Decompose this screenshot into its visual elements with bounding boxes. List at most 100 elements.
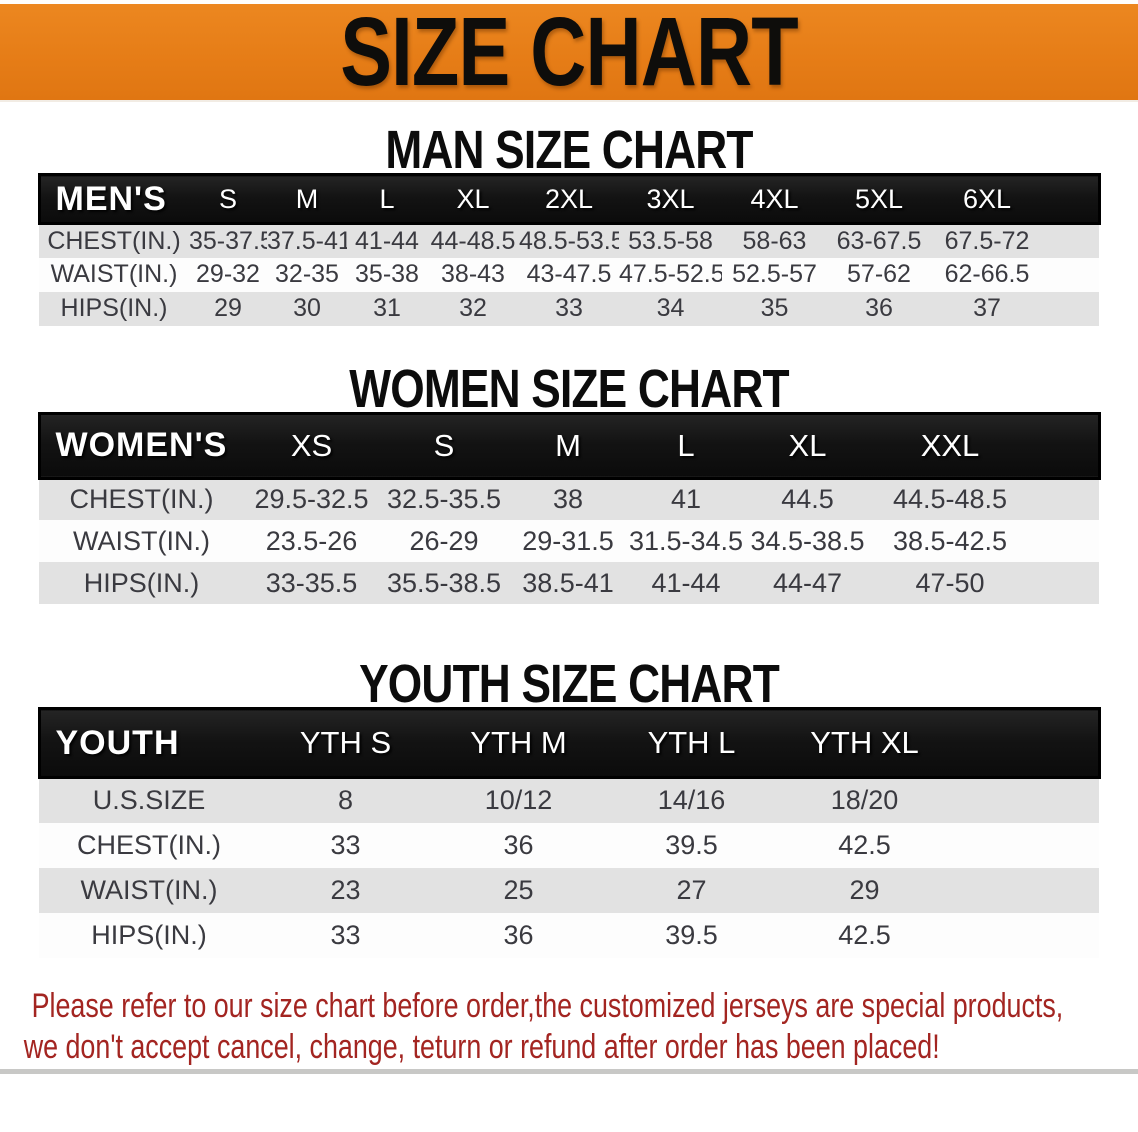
size-cell: 39.5 — [605, 822, 778, 868]
column-header: 2XL — [519, 173, 619, 225]
cell-spacer — [1043, 257, 1099, 292]
size-cell: 31 — [347, 291, 427, 326]
cell-spacer — [1030, 520, 1099, 562]
column-header: M — [509, 411, 627, 480]
size-cell: 32.5-35.5 — [379, 477, 509, 520]
column-header: YTH M — [432, 707, 605, 779]
size-cell: 33-35.5 — [244, 562, 379, 604]
size-cell: 58-63 — [722, 222, 827, 258]
size-cell: 14/16 — [605, 776, 778, 823]
size-chart-image: SIZE CHART MAN SIZE CHART MEN'S S M L XL 2XL 3… — [0, 0, 1138, 1074]
table-row: CHEST(IN.) 35-37.5 37.5-41 41-44 44-48.5 48.5… — [39, 222, 1099, 258]
table-row: U.S.SIZE 8 10/12 14/16 18/20 — [39, 776, 1099, 823]
size-cell: 47-50 — [870, 562, 1030, 604]
cell-spacer — [951, 867, 1099, 913]
size-cell: 42.5 — [778, 912, 951, 958]
size-cell: 39.5 — [605, 912, 778, 958]
row-label: U.S.SIZE — [39, 776, 259, 823]
size-cell: 52.5-57 — [722, 257, 827, 292]
size-cell: 41-44 — [627, 562, 745, 604]
table-header-label: MEN'S — [37, 173, 189, 225]
size-cell: 44.5 — [745, 477, 870, 520]
column-header: 3XL — [619, 173, 722, 225]
women-size-table: WOMEN'S XS S M L XL XXL CHEST(IN.) 29.5-32.5 32.5… — [37, 411, 1101, 604]
size-cell: 35.5-38.5 — [379, 562, 509, 604]
row-label: WAIST(IN.) — [39, 867, 259, 913]
cell-spacer — [1030, 562, 1099, 604]
column-header: XL — [745, 411, 870, 480]
disclaimer-line: Please refer to our size chart before or… — [31, 986, 1064, 1025]
table-row: WAIST(IN.) 29-32 32-35 35-38 38-43 43-47.5 47.… — [39, 257, 1099, 292]
row-label: WAIST(IN.) — [39, 520, 244, 562]
column-header: YTH S — [259, 707, 432, 779]
size-cell: 35-38 — [347, 257, 427, 292]
size-cell: 23 — [259, 867, 432, 913]
table-row: HIPS(IN.) 33-35.5 35.5-38.5 38.5-41 41-44 44-… — [39, 562, 1099, 604]
cell-spacer — [1030, 477, 1099, 520]
size-cell: 26-29 — [379, 520, 509, 562]
size-cell: 41 — [627, 477, 745, 520]
cell-spacer — [1043, 222, 1099, 258]
row-label: HIPS(IN.) — [39, 912, 259, 958]
size-cell: 18/20 — [778, 776, 951, 823]
size-cell: 29 — [778, 867, 951, 913]
column-header: 6XL — [931, 173, 1043, 225]
disclaimer-line: we don't accept cancel, change, teturn o… — [23, 1027, 940, 1066]
size-cell: 57-62 — [827, 257, 931, 292]
table-row: HIPS(IN.) 33 36 39.5 42.5 — [39, 912, 1099, 958]
size-cell: 44.5-48.5 — [870, 477, 1030, 520]
table-header-row: MEN'S S M L XL 2XL 3XL 4XL 5XL 6XL — [37, 173, 1101, 225]
size-cell: 36 — [432, 912, 605, 958]
table-row: HIPS(IN.) 29 30 31 32 33 34 35 36 37 — [39, 291, 1099, 326]
header-spacer — [951, 707, 1101, 779]
size-cell: 37.5-41 — [267, 222, 347, 258]
cell-spacer — [1043, 291, 1099, 326]
header-spacer — [1043, 173, 1101, 225]
row-label: CHEST(IN.) — [39, 222, 189, 258]
header-spacer — [1030, 411, 1101, 480]
size-cell: 34.5-38.5 — [745, 520, 870, 562]
table-header-label: WOMEN'S — [37, 411, 244, 480]
size-cell: 32 — [427, 291, 519, 326]
size-cell: 38-43 — [427, 257, 519, 292]
size-cell: 35 — [722, 291, 827, 326]
table-header-row: WOMEN'S XS S M L XL XXL — [37, 411, 1101, 480]
size-cell: 8 — [259, 776, 432, 823]
table-header-row: YOUTH YTH S YTH M YTH L YTH XL — [37, 707, 1101, 779]
table-row: WAIST(IN.) 23.5-26 26-29 29-31.5 31.5-34.5 34… — [39, 520, 1099, 562]
row-label: HIPS(IN.) — [39, 562, 244, 604]
size-cell: 44-47 — [745, 562, 870, 604]
size-cell: 29 — [189, 291, 267, 326]
size-cell: 41-44 — [347, 222, 427, 258]
size-cell: 32-35 — [267, 257, 347, 292]
size-cell: 23.5-26 — [244, 520, 379, 562]
column-header: L — [627, 411, 745, 480]
size-cell: 63-67.5 — [827, 222, 931, 258]
size-cell: 34 — [619, 291, 722, 326]
size-cell: 36 — [827, 291, 931, 326]
banner: SIZE CHART — [0, 0, 1138, 106]
column-header: 5XL — [827, 173, 931, 225]
size-cell: 67.5-72 — [931, 222, 1043, 258]
cell-spacer — [951, 822, 1099, 868]
size-cell: 35-37.5 — [189, 222, 267, 258]
women-section-heading: WOMEN SIZE CHART — [349, 358, 789, 419]
column-header: M — [267, 173, 347, 225]
size-cell: 62-66.5 — [931, 257, 1043, 292]
size-cell: 10/12 — [432, 776, 605, 823]
column-header: L — [347, 173, 427, 225]
column-header: 4XL — [722, 173, 827, 225]
size-cell: 36 — [432, 822, 605, 868]
table-row: CHEST(IN.) 29.5-32.5 32.5-35.5 38 41 44.5 44.5… — [39, 477, 1099, 520]
size-cell: 37 — [931, 291, 1043, 326]
size-cell: 42.5 — [778, 822, 951, 868]
row-label: WAIST(IN.) — [39, 257, 189, 292]
row-label: HIPS(IN.) — [39, 291, 189, 326]
size-cell: 30 — [267, 291, 347, 326]
bottom-border — [0, 1068, 1138, 1074]
table-row: WAIST(IN.) 23 25 27 29 — [39, 867, 1099, 913]
banner-title: SIZE CHART — [340, 0, 798, 106]
size-cell: 27 — [605, 867, 778, 913]
column-header: XS — [244, 411, 379, 480]
size-cell: 25 — [432, 867, 605, 913]
